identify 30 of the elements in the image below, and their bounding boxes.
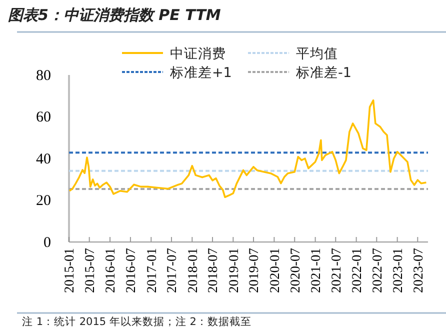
text: 注 1：统计 2015 年以来数据；注 2：数据截至 bbox=[22, 315, 252, 328]
x-tick-label: 2018-01 bbox=[184, 248, 200, 293]
x-tick-label: 2017-07 bbox=[164, 248, 180, 293]
x-tick-label: 2020-01 bbox=[266, 248, 282, 293]
x-tick-label: 2017-01 bbox=[144, 248, 159, 293]
y-tick-label: 0 bbox=[44, 234, 51, 251]
legend-label: 中证消费 bbox=[170, 46, 226, 62]
legend-label: 平均值 bbox=[296, 46, 338, 62]
legend-label: 标准差+1 bbox=[169, 65, 232, 81]
x-tick-label: 2019-07 bbox=[246, 248, 262, 293]
x-tick-label: 2022-07 bbox=[369, 248, 384, 293]
x-tick-label: 2023-07 bbox=[410, 248, 426, 293]
x-tick-label: 2020-07 bbox=[287, 248, 302, 293]
x-tick-label: 2018-07 bbox=[205, 248, 220, 293]
x-tick-label: 2016-07 bbox=[123, 248, 138, 293]
x-tick-label: 2023-01 bbox=[390, 248, 406, 293]
x-tick-label: 2021-07 bbox=[328, 248, 344, 293]
x-tick-label: 2015-07 bbox=[82, 248, 98, 293]
x-tick-label: 2015-01 bbox=[62, 248, 77, 293]
line-series bbox=[68, 99, 428, 198]
y-tick-label: 60 bbox=[36, 110, 51, 126]
x-tick-label: 2021-01 bbox=[308, 248, 324, 293]
x-tick-label: 2022-01 bbox=[349, 248, 364, 293]
x-tick-label: 2016-01 bbox=[102, 248, 118, 293]
x-tick-label: 2019-01 bbox=[226, 248, 241, 293]
chart-title: 图表5：中证消费指数 PE TTM bbox=[8, 6, 221, 24]
legend-label: 标准差-1 bbox=[295, 65, 352, 81]
y-tick-label: 20 bbox=[36, 193, 51, 210]
y-tick-label: 80 bbox=[36, 68, 51, 84]
y-tick-label: 40 bbox=[36, 151, 51, 168]
